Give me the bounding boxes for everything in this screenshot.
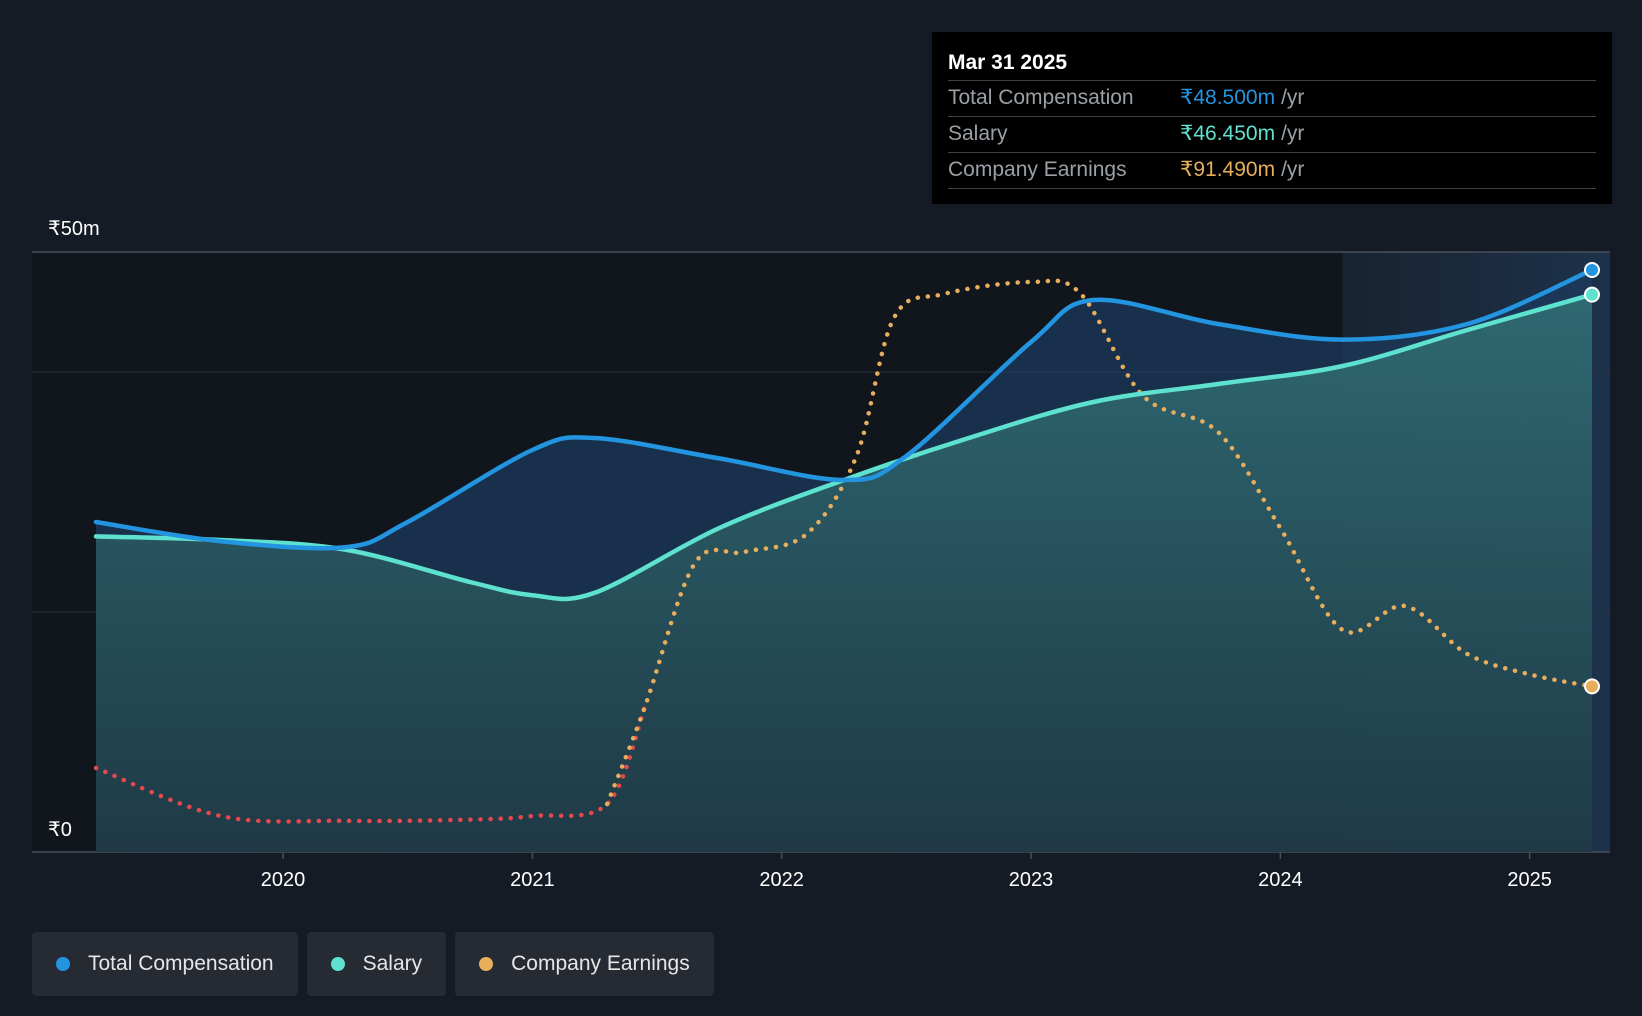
y-tick-label-max: ₹50m xyxy=(48,218,100,240)
tooltip-unit: /yr xyxy=(1281,86,1305,109)
legend-label: Company Earnings xyxy=(511,952,690,975)
legend: Total Compensation Salary Company Earnin… xyxy=(32,932,714,996)
tooltip-value-wrap: ₹46.450m/yr xyxy=(1180,117,1304,151)
legend-dot-icon xyxy=(330,957,345,971)
salary-line xyxy=(93,292,1595,602)
tooltip-value: ₹46.450m xyxy=(1180,122,1276,145)
x-axis-ticks: 2020 2021 2022 2023 2024 2025 xyxy=(261,852,1552,891)
legend-item-salary[interactable]: Salary xyxy=(306,932,447,996)
x-tick-label: 2022 xyxy=(759,869,804,891)
series-end-markers xyxy=(1584,262,1600,695)
tooltip-unit: /yr xyxy=(1281,122,1305,145)
total-compensation-end-marker[interactable] xyxy=(1584,262,1600,278)
legend-item-company-earnings[interactable]: Company Earnings xyxy=(455,932,714,996)
company-earnings-line xyxy=(604,278,1595,807)
tooltip-value-wrap: ₹91.490m/yr xyxy=(1180,153,1304,187)
tooltip-row-salary: Salary ₹46.450m/yr xyxy=(948,117,1596,153)
salary-end-marker[interactable] xyxy=(1584,286,1600,303)
x-tick-label: 2020 xyxy=(261,869,306,891)
legend-item-total-compensation[interactable]: Total Compensation xyxy=(32,932,298,996)
legend-dot-icon xyxy=(479,957,494,971)
tooltip-unit: /yr xyxy=(1281,158,1305,181)
series-lines xyxy=(93,267,1595,824)
tooltip-date: Mar 31 2025 xyxy=(948,46,1596,81)
tooltip-row-total-compensation: Total Compensation ₹48.500m/yr xyxy=(948,81,1596,117)
tooltip-value-wrap: ₹48.500m/yr xyxy=(1180,81,1304,115)
x-tick-label: 2023 xyxy=(1009,869,1054,891)
tooltip-value: ₹91.490m xyxy=(1180,158,1276,181)
x-tick-label: 2021 xyxy=(510,869,555,891)
tooltip-row-company-earnings: Company Earnings ₹91.490m/yr xyxy=(948,153,1596,189)
y-tick-label-zero: ₹0 xyxy=(48,819,72,841)
legend-dot-icon xyxy=(56,957,70,971)
tooltip: Mar 31 2025 Total Compensation ₹48.500m /… xyxy=(932,32,1612,204)
legend-label: Total Compensation xyxy=(88,952,274,975)
tooltip-value: ₹48.500m xyxy=(1180,86,1276,109)
total-compensation-line xyxy=(93,267,1595,551)
tooltip-label: Total Compensation xyxy=(948,86,1134,109)
x-tick-label: 2025 xyxy=(1507,869,1552,891)
legend-label: Salary xyxy=(362,952,423,975)
tooltip-label: Company Earnings xyxy=(948,158,1127,181)
company-earnings-end-marker[interactable] xyxy=(1584,678,1600,695)
x-tick-label: 2024 xyxy=(1258,869,1303,891)
tooltip-label: Salary xyxy=(948,122,1008,145)
